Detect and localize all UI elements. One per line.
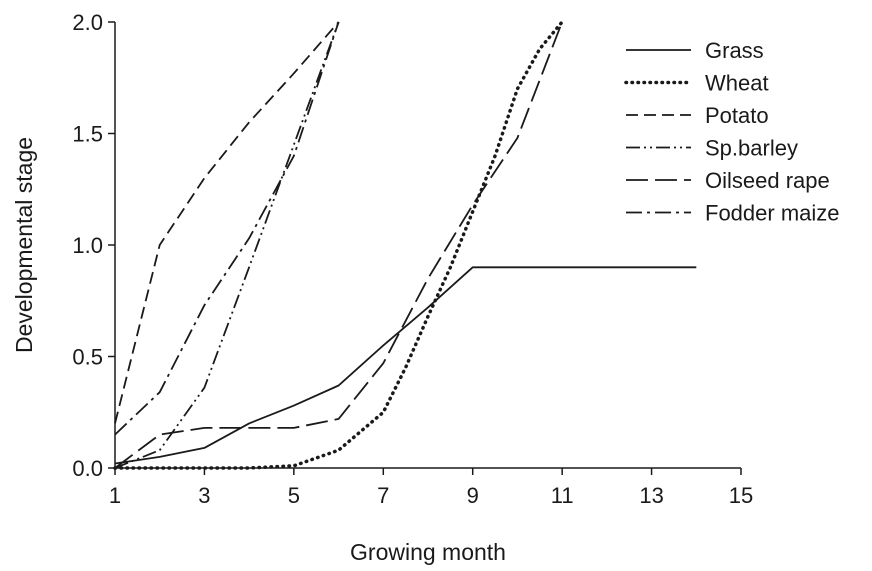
- series-line-sp-barley: [114, 21, 340, 469]
- legend-label: Grass: [705, 38, 764, 63]
- series-line-oilseed-rape: [114, 21, 563, 469]
- legend-label: Fodder maize: [705, 201, 840, 226]
- x-axis-title: Growing month: [350, 539, 506, 565]
- legend-label: Wheat: [705, 71, 769, 96]
- y-tick-label: 1.0: [72, 233, 103, 258]
- y-tick-label: 2.0: [72, 10, 103, 35]
- legend-label: Oilseed rape: [705, 168, 830, 193]
- y-axis-title: Developmental stage: [11, 137, 37, 353]
- series-line-potato: [114, 21, 340, 424]
- legend: Grass Wheat Potato Sp.barley Oilseed rape Fod…: [624, 38, 840, 226]
- x-tick-label: 5: [288, 483, 300, 508]
- y-tick-label: 0.5: [72, 345, 103, 370]
- x-tick-label: 7: [377, 483, 389, 508]
- x-axis-ticks: 1 3 5 7 9 11 13 15: [109, 468, 753, 508]
- series-lines: [113, 20, 697, 470]
- plot-area: 0.00.51.01.52.0 1 3 5 7 9 11 13 15: [72, 10, 753, 508]
- x-tick-label: 3: [198, 483, 210, 508]
- y-axis-ticks: 0.0 0.5 1.0 1.5 2.0: [72, 10, 115, 481]
- y-tick-label: 1.5: [72, 122, 103, 147]
- x-tick-label: 13: [639, 483, 663, 508]
- x-tick-label: 9: [467, 483, 479, 508]
- series-line-fodder-maize: [114, 21, 340, 436]
- x-tick-label: 11: [551, 483, 574, 508]
- y-tick-label: 0.0: [72, 456, 103, 481]
- x-tick-label: 1: [109, 483, 121, 508]
- x-tick-label: 15: [729, 483, 753, 508]
- legend-label: Sp.barley: [705, 136, 798, 161]
- legend-label: Potato: [705, 103, 769, 128]
- series-line-grass: [114, 266, 697, 465]
- series-line-wheat: [113, 20, 564, 470]
